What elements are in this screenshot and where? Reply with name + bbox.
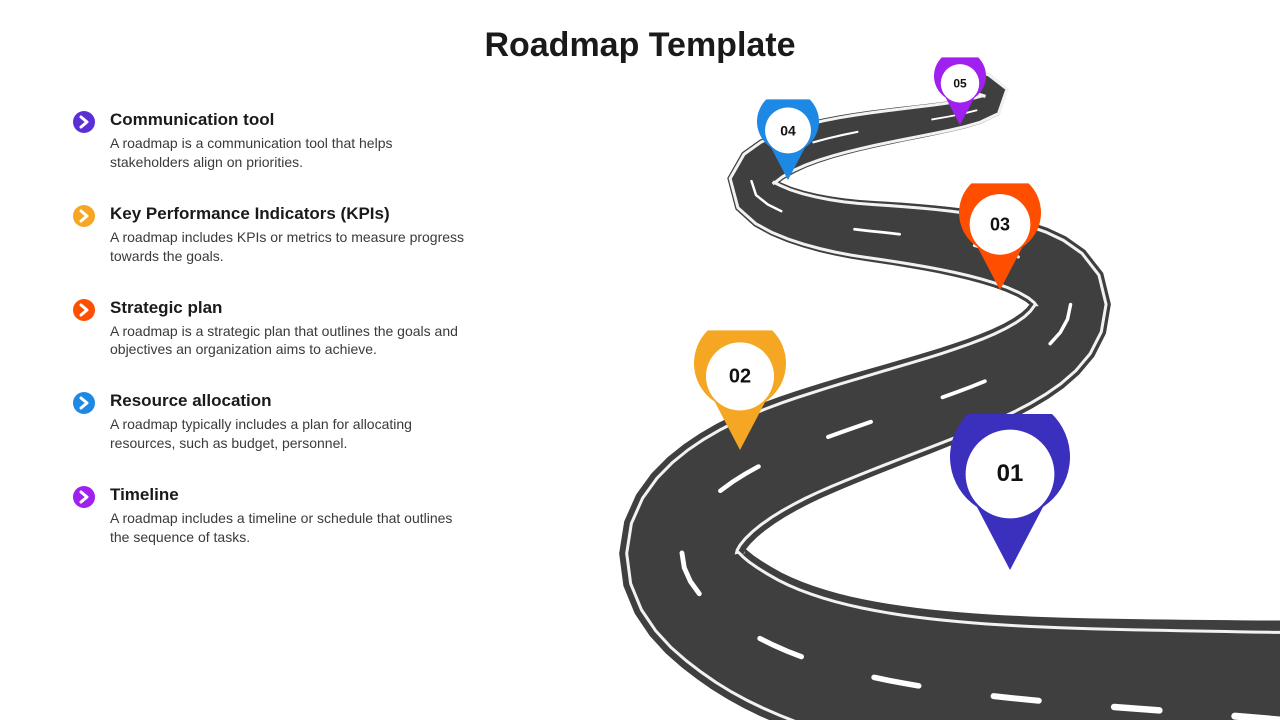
feature-body: A roadmap typically includes a plan for … (110, 415, 472, 453)
feature-body: A roadmap includes a timeline or schedul… (110, 509, 472, 547)
feature-item: Key Performance Indicators (KPIs) A road… (72, 204, 472, 266)
map-pin: 05 (934, 57, 986, 125)
arrow-right-circle-icon (72, 204, 96, 228)
feature-item: Timeline A roadmap includes a timeline o… (72, 485, 472, 547)
pin-label: 02 (694, 330, 786, 422)
map-pin: 02 (694, 330, 786, 450)
pin-label: 03 (959, 183, 1041, 265)
pin-label: 05 (934, 57, 986, 109)
feature-body: A roadmap is a communication tool that h… (110, 134, 472, 172)
feature-item: Communication tool A roadmap is a commun… (72, 110, 472, 172)
roadmap-graphic (560, 60, 1280, 720)
feature-item: Strategic plan A roadmap is a strategic … (72, 298, 472, 360)
map-pin: 03 (959, 183, 1041, 290)
map-pin: 01 (950, 414, 1070, 570)
arrow-right-circle-icon (72, 391, 96, 415)
feature-item: Resource allocation A roadmap typically … (72, 391, 472, 453)
feature-body: A roadmap is a strategic plan that outli… (110, 322, 472, 360)
feature-heading: Timeline (110, 485, 472, 505)
map-pin: 04 (757, 99, 819, 180)
feature-heading: Communication tool (110, 110, 472, 130)
feature-heading: Resource allocation (110, 391, 472, 411)
feature-list: Communication tool A roadmap is a commun… (72, 110, 472, 579)
feature-body: A roadmap includes KPIs or metrics to me… (110, 228, 472, 266)
arrow-right-circle-icon (72, 110, 96, 134)
feature-heading: Strategic plan (110, 298, 472, 318)
arrow-right-circle-icon (72, 485, 96, 509)
pin-label: 04 (757, 99, 819, 161)
feature-heading: Key Performance Indicators (KPIs) (110, 204, 472, 224)
arrow-right-circle-icon (72, 298, 96, 322)
pin-label: 01 (950, 414, 1070, 534)
